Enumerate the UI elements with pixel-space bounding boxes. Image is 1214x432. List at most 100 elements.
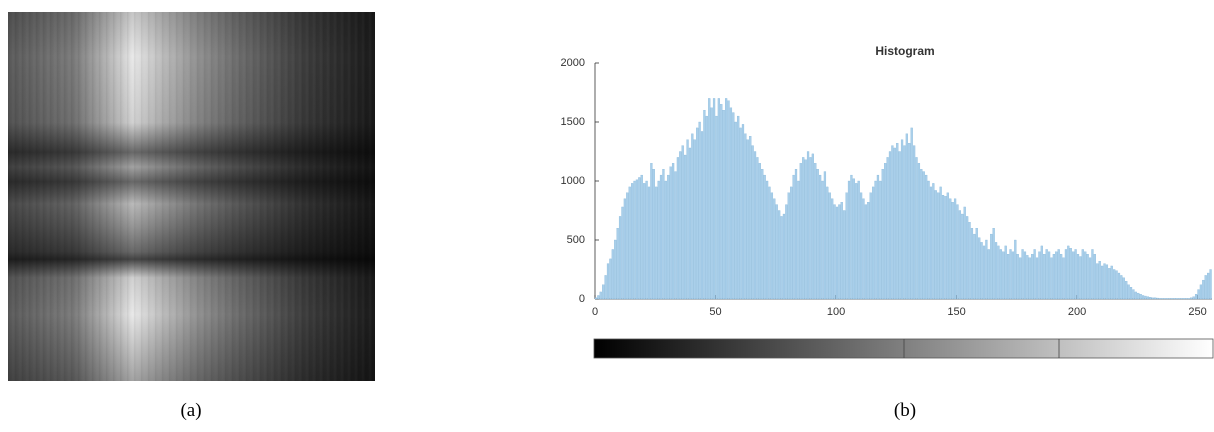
- bar: [848, 181, 850, 299]
- bar: [793, 175, 795, 299]
- bar: [1113, 270, 1115, 300]
- bar: [814, 163, 816, 299]
- bar: [1024, 252, 1026, 299]
- bar: [971, 228, 973, 299]
- bar: [638, 177, 640, 299]
- y-tick-label: 1500: [561, 116, 585, 128]
- bar: [855, 183, 857, 299]
- bar: [694, 140, 696, 299]
- bar: [1181, 298, 1183, 299]
- bar: [875, 181, 877, 299]
- bar: [1014, 240, 1016, 299]
- bar: [846, 193, 848, 299]
- bar: [711, 108, 713, 299]
- bar: [969, 222, 971, 299]
- bar: [679, 152, 681, 300]
- bar: [1198, 290, 1200, 299]
- bar: [732, 113, 734, 299]
- bar: [691, 134, 693, 299]
- bar: [1193, 297, 1195, 299]
- bar: [662, 169, 664, 299]
- bar: [918, 163, 920, 299]
- bar: [1084, 252, 1086, 299]
- bar: [1207, 273, 1209, 299]
- bar: [781, 216, 783, 299]
- bar: [617, 228, 619, 299]
- bar: [983, 246, 985, 299]
- bar: [752, 146, 754, 299]
- bar: [812, 154, 814, 299]
- bar: [831, 199, 833, 299]
- bar: [1116, 271, 1118, 299]
- bar: [1067, 246, 1069, 299]
- bar: [1145, 296, 1147, 299]
- chart-title: Histogram: [875, 44, 934, 58]
- bar: [1010, 249, 1012, 299]
- bar: [961, 214, 963, 299]
- colorbar: [594, 339, 1213, 358]
- bar: [1157, 298, 1159, 299]
- bar: [701, 131, 703, 299]
- x-tick-label: 250: [1188, 306, 1206, 318]
- bar: [863, 199, 865, 299]
- bar: [655, 187, 657, 299]
- bar: [648, 187, 650, 299]
- bar: [740, 128, 742, 299]
- bar: [904, 146, 906, 299]
- bar: [1108, 268, 1110, 299]
- bar: [865, 205, 867, 299]
- bar: [699, 122, 701, 299]
- bar: [826, 187, 828, 299]
- bar: [853, 179, 855, 299]
- bar: [957, 205, 959, 299]
- bar: [718, 98, 720, 299]
- x-tick-label: 200: [1068, 306, 1086, 318]
- bar: [882, 169, 884, 299]
- bar: [877, 175, 879, 299]
- bar: [800, 163, 802, 299]
- bar: [911, 128, 913, 299]
- bar: [597, 295, 599, 299]
- bar: [713, 98, 715, 299]
- bar: [607, 264, 609, 299]
- bar: [928, 181, 930, 299]
- bar: [759, 163, 761, 299]
- bar: [976, 228, 978, 299]
- page: (a) (b) Histogram 0500100015002000050100…: [0, 0, 1214, 432]
- bar: [737, 116, 739, 299]
- bar: [1120, 275, 1122, 299]
- bar: [766, 181, 768, 299]
- bar: [716, 116, 718, 299]
- bar: [672, 163, 674, 299]
- bar: [653, 169, 655, 299]
- bar: [795, 169, 797, 299]
- bar: [1075, 249, 1077, 299]
- bar: [1070, 248, 1072, 299]
- bar: [1166, 298, 1168, 299]
- bar: [1128, 285, 1130, 299]
- bar: [805, 160, 807, 299]
- bar: [670, 167, 672, 299]
- bar: [658, 181, 660, 299]
- bar: [850, 175, 852, 299]
- bar: [747, 140, 749, 299]
- bar: [995, 242, 997, 299]
- bar: [964, 207, 966, 299]
- bar: [822, 181, 824, 299]
- histogram-chart: Histogram 050010001500200005010015020025…: [0, 0, 1214, 432]
- bar: [807, 152, 809, 300]
- bar: [993, 228, 995, 299]
- bar: [1002, 252, 1004, 299]
- bar: [879, 181, 881, 299]
- bar: [1000, 249, 1002, 299]
- bar: [619, 216, 621, 299]
- y-tick-label: 0: [579, 293, 585, 305]
- bar: [1137, 293, 1139, 299]
- bar: [824, 172, 826, 299]
- bar: [925, 175, 927, 299]
- bar: [1111, 266, 1113, 299]
- bar: [884, 163, 886, 299]
- bar: [696, 128, 698, 299]
- bar: [646, 181, 648, 299]
- x-tick-label: 100: [827, 306, 845, 318]
